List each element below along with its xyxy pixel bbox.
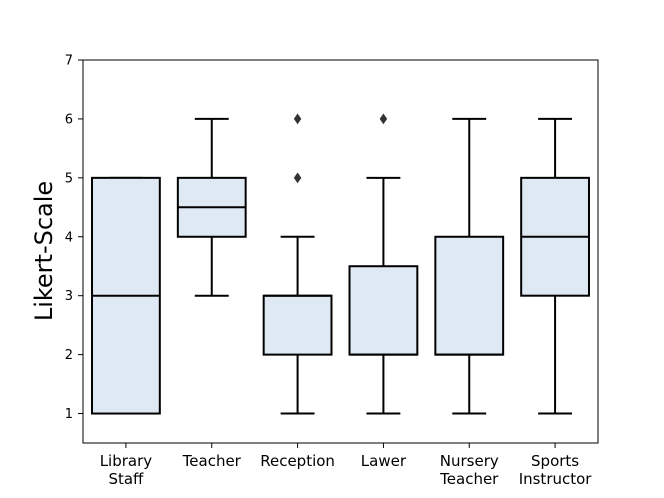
box-group [262, 113, 333, 415]
y-tick-label: 7 [65, 54, 73, 69]
box-series [91, 113, 590, 415]
y-axis: 1 2 3 4 5 6 7 [65, 54, 83, 422]
x-tick-label: Instructor [519, 470, 593, 488]
x-tick-label: Library [100, 452, 153, 470]
iqr-box [262, 294, 333, 356]
x-tick-label: Reception [260, 452, 335, 470]
x-tick-label: Nursery [440, 452, 499, 470]
y-tick-label: 3 [65, 289, 73, 304]
iqr-box [348, 265, 419, 356]
box-group [434, 117, 505, 415]
outlier-point [293, 172, 302, 184]
outlier-point [379, 113, 388, 125]
box-group [520, 117, 590, 415]
box-group [176, 117, 247, 297]
x-tick-label: Staff [108, 470, 144, 488]
x-tick-label: Teacher [439, 470, 499, 488]
y-tick-label: 1 [65, 407, 73, 422]
y-axis-label: Likert-Scale [30, 181, 58, 321]
x-tick-label: Sports [531, 452, 579, 470]
box-group [91, 176, 161, 415]
box-group [348, 113, 419, 415]
plot-background [83, 60, 598, 443]
x-tick-label: Teacher [182, 452, 242, 470]
y-tick-label: 6 [65, 112, 73, 127]
iqr-box [434, 235, 505, 356]
y-tick-label: 5 [65, 171, 73, 186]
x-tick-label: Lawer [361, 452, 407, 470]
y-tick-label: 4 [65, 230, 73, 245]
y-tick-label: 2 [65, 348, 73, 363]
plot-frame [82, 59, 599, 444]
outlier-point [293, 113, 302, 125]
